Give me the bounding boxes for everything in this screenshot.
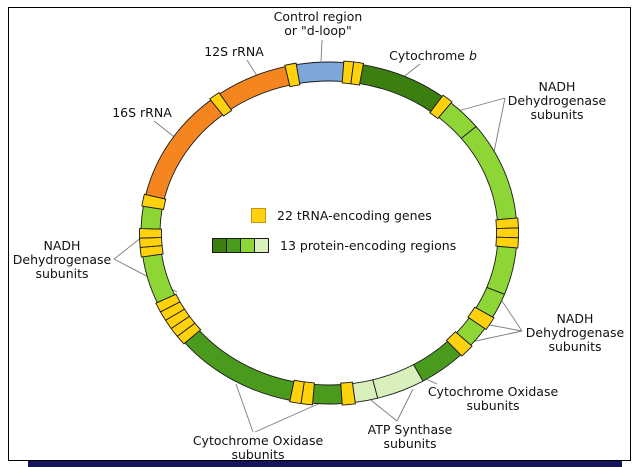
atp-synthase-callout-line bbox=[396, 388, 414, 422]
nadh-dehydrogenase-upper-right-label: NADH Dehydrogenase subunits bbox=[507, 79, 607, 122]
cytochrome-oxidase-bottom-callout-line bbox=[254, 399, 328, 433]
segment-trna-trna bbox=[139, 228, 163, 239]
legend-trna-label: 22 tRNA-encoding genes bbox=[277, 208, 432, 223]
cytochrome-b-label: Cytochrome b bbox=[389, 48, 477, 63]
legend-protein-label: 13 protein-encoding regions bbox=[280, 238, 457, 253]
segment-trna-trna bbox=[467, 306, 495, 331]
nadh-dehydrogenase-lower-right-label: NADH Dehydrogenase subunits bbox=[525, 311, 625, 354]
cytochrome-oxidase-bottom-label: Cytochrome Oxidase subunits bbox=[192, 433, 324, 462]
bottom-window-edge bbox=[28, 461, 622, 467]
segment-trna-trna bbox=[155, 293, 181, 313]
segment-rrna-12s-rrna bbox=[219, 66, 291, 110]
segment-trna-trna bbox=[495, 236, 519, 249]
protein-color-swatch bbox=[212, 238, 227, 253]
segment-trna-trna bbox=[340, 381, 356, 406]
protein-color-swatch bbox=[240, 238, 255, 253]
16s-rrna-label: 16S rRNA bbox=[112, 105, 172, 120]
protein-color-swatch bbox=[226, 238, 241, 253]
legend-protein-row: 13 protein-encoding regions bbox=[212, 238, 457, 253]
nadh-dehydrogenase-lower-right-callout-line bbox=[470, 330, 523, 343]
12s-rrna-label: 12S rRNA bbox=[204, 44, 264, 59]
control-region-label: Control region or "d-loop" bbox=[273, 9, 363, 38]
cytochrome-oxidase-right-label: Cytochrome Oxidase subunits bbox=[427, 384, 559, 413]
cytochrome-oxidase-bottom-callout-line bbox=[235, 383, 254, 433]
nadh-dehydrogenase-lower-right-callout-line bbox=[499, 297, 523, 332]
legend-trna-row: 22 tRNA-encoding genes bbox=[251, 208, 432, 223]
segment-trna-trna bbox=[429, 94, 453, 120]
protein-color-swatch bbox=[254, 238, 269, 253]
control-region-callout-line bbox=[320, 39, 323, 62]
atp-synthase-label: ATP Synthase subunits bbox=[367, 422, 453, 451]
atp-synthase-callout-line bbox=[366, 396, 398, 422]
trna-color-swatch bbox=[251, 208, 266, 223]
segment-trna-trna bbox=[209, 91, 233, 117]
protein-color-swatches bbox=[212, 238, 269, 253]
nadh-dehydrogenase-left-label: NADH Dehydrogenase subunits bbox=[12, 238, 112, 281]
segment-trna-trna bbox=[445, 331, 473, 357]
